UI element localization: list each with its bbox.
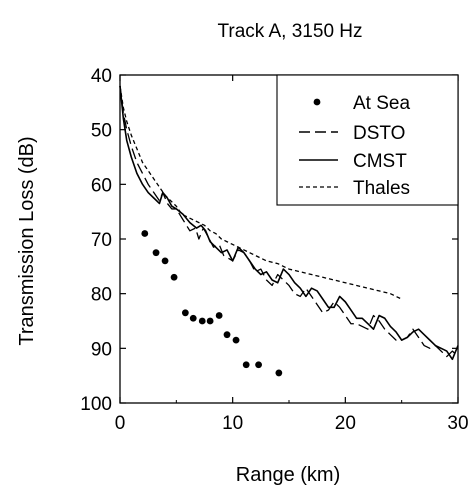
legend-label-thales: Thales	[353, 178, 410, 199]
data-point-at-sea	[275, 369, 283, 377]
y-tick-label: 40	[91, 66, 112, 87]
data-point-at-sea	[152, 249, 160, 257]
x-tick-label: 20	[335, 413, 356, 434]
data-point-at-sea	[242, 361, 250, 369]
data-point-at-sea	[170, 273, 178, 281]
legend-box	[276, 74, 459, 206]
x-ticks: 0 10 20 30	[115, 75, 469, 434]
y-axis-label: Transmission Loss (dB)	[16, 136, 38, 345]
legend-label-cmst: CMST	[353, 151, 407, 172]
y-tick-label: 50	[91, 121, 112, 142]
data-point-at-sea	[189, 314, 197, 322]
series-layer	[119, 85, 459, 377]
chart-title: Track A, 3150 Hz	[217, 21, 362, 42]
data-point-at-sea	[255, 361, 262, 369]
x-tick-label: 0	[115, 413, 126, 434]
y-tick-label: 90	[91, 339, 112, 360]
data-point-at-sea	[161, 257, 169, 265]
data-point-at-sea	[141, 230, 149, 237]
y-ticks: 40 50 60 70 80 90 100	[80, 66, 458, 415]
x-tick-label: 10	[222, 413, 243, 434]
data-point-at-sea	[232, 336, 240, 344]
x-tick-label: 30	[447, 413, 468, 434]
y-tick-label: 70	[91, 230, 112, 251]
data-point-at-sea	[215, 312, 223, 319]
legend-label-dsto: DSTO	[353, 123, 405, 144]
y-tick-label: 100	[80, 394, 112, 415]
legend-marker-at-sea	[313, 98, 321, 106]
data-point-at-sea	[181, 309, 189, 317]
x-axis-label: Range (km)	[236, 464, 340, 486]
legend-label-at-sea: At Sea	[353, 93, 410, 114]
series-line-thales	[119, 85, 402, 300]
y-tick-label: 80	[91, 285, 112, 306]
series-line-cmst	[119, 85, 459, 361]
data-point-at-sea	[223, 331, 231, 339]
data-point-at-sea	[198, 317, 206, 325]
y-tick-label: 60	[91, 175, 112, 196]
data-point-at-sea	[206, 317, 214, 325]
legend: At Sea DSTO CMST Thales	[276, 74, 459, 206]
